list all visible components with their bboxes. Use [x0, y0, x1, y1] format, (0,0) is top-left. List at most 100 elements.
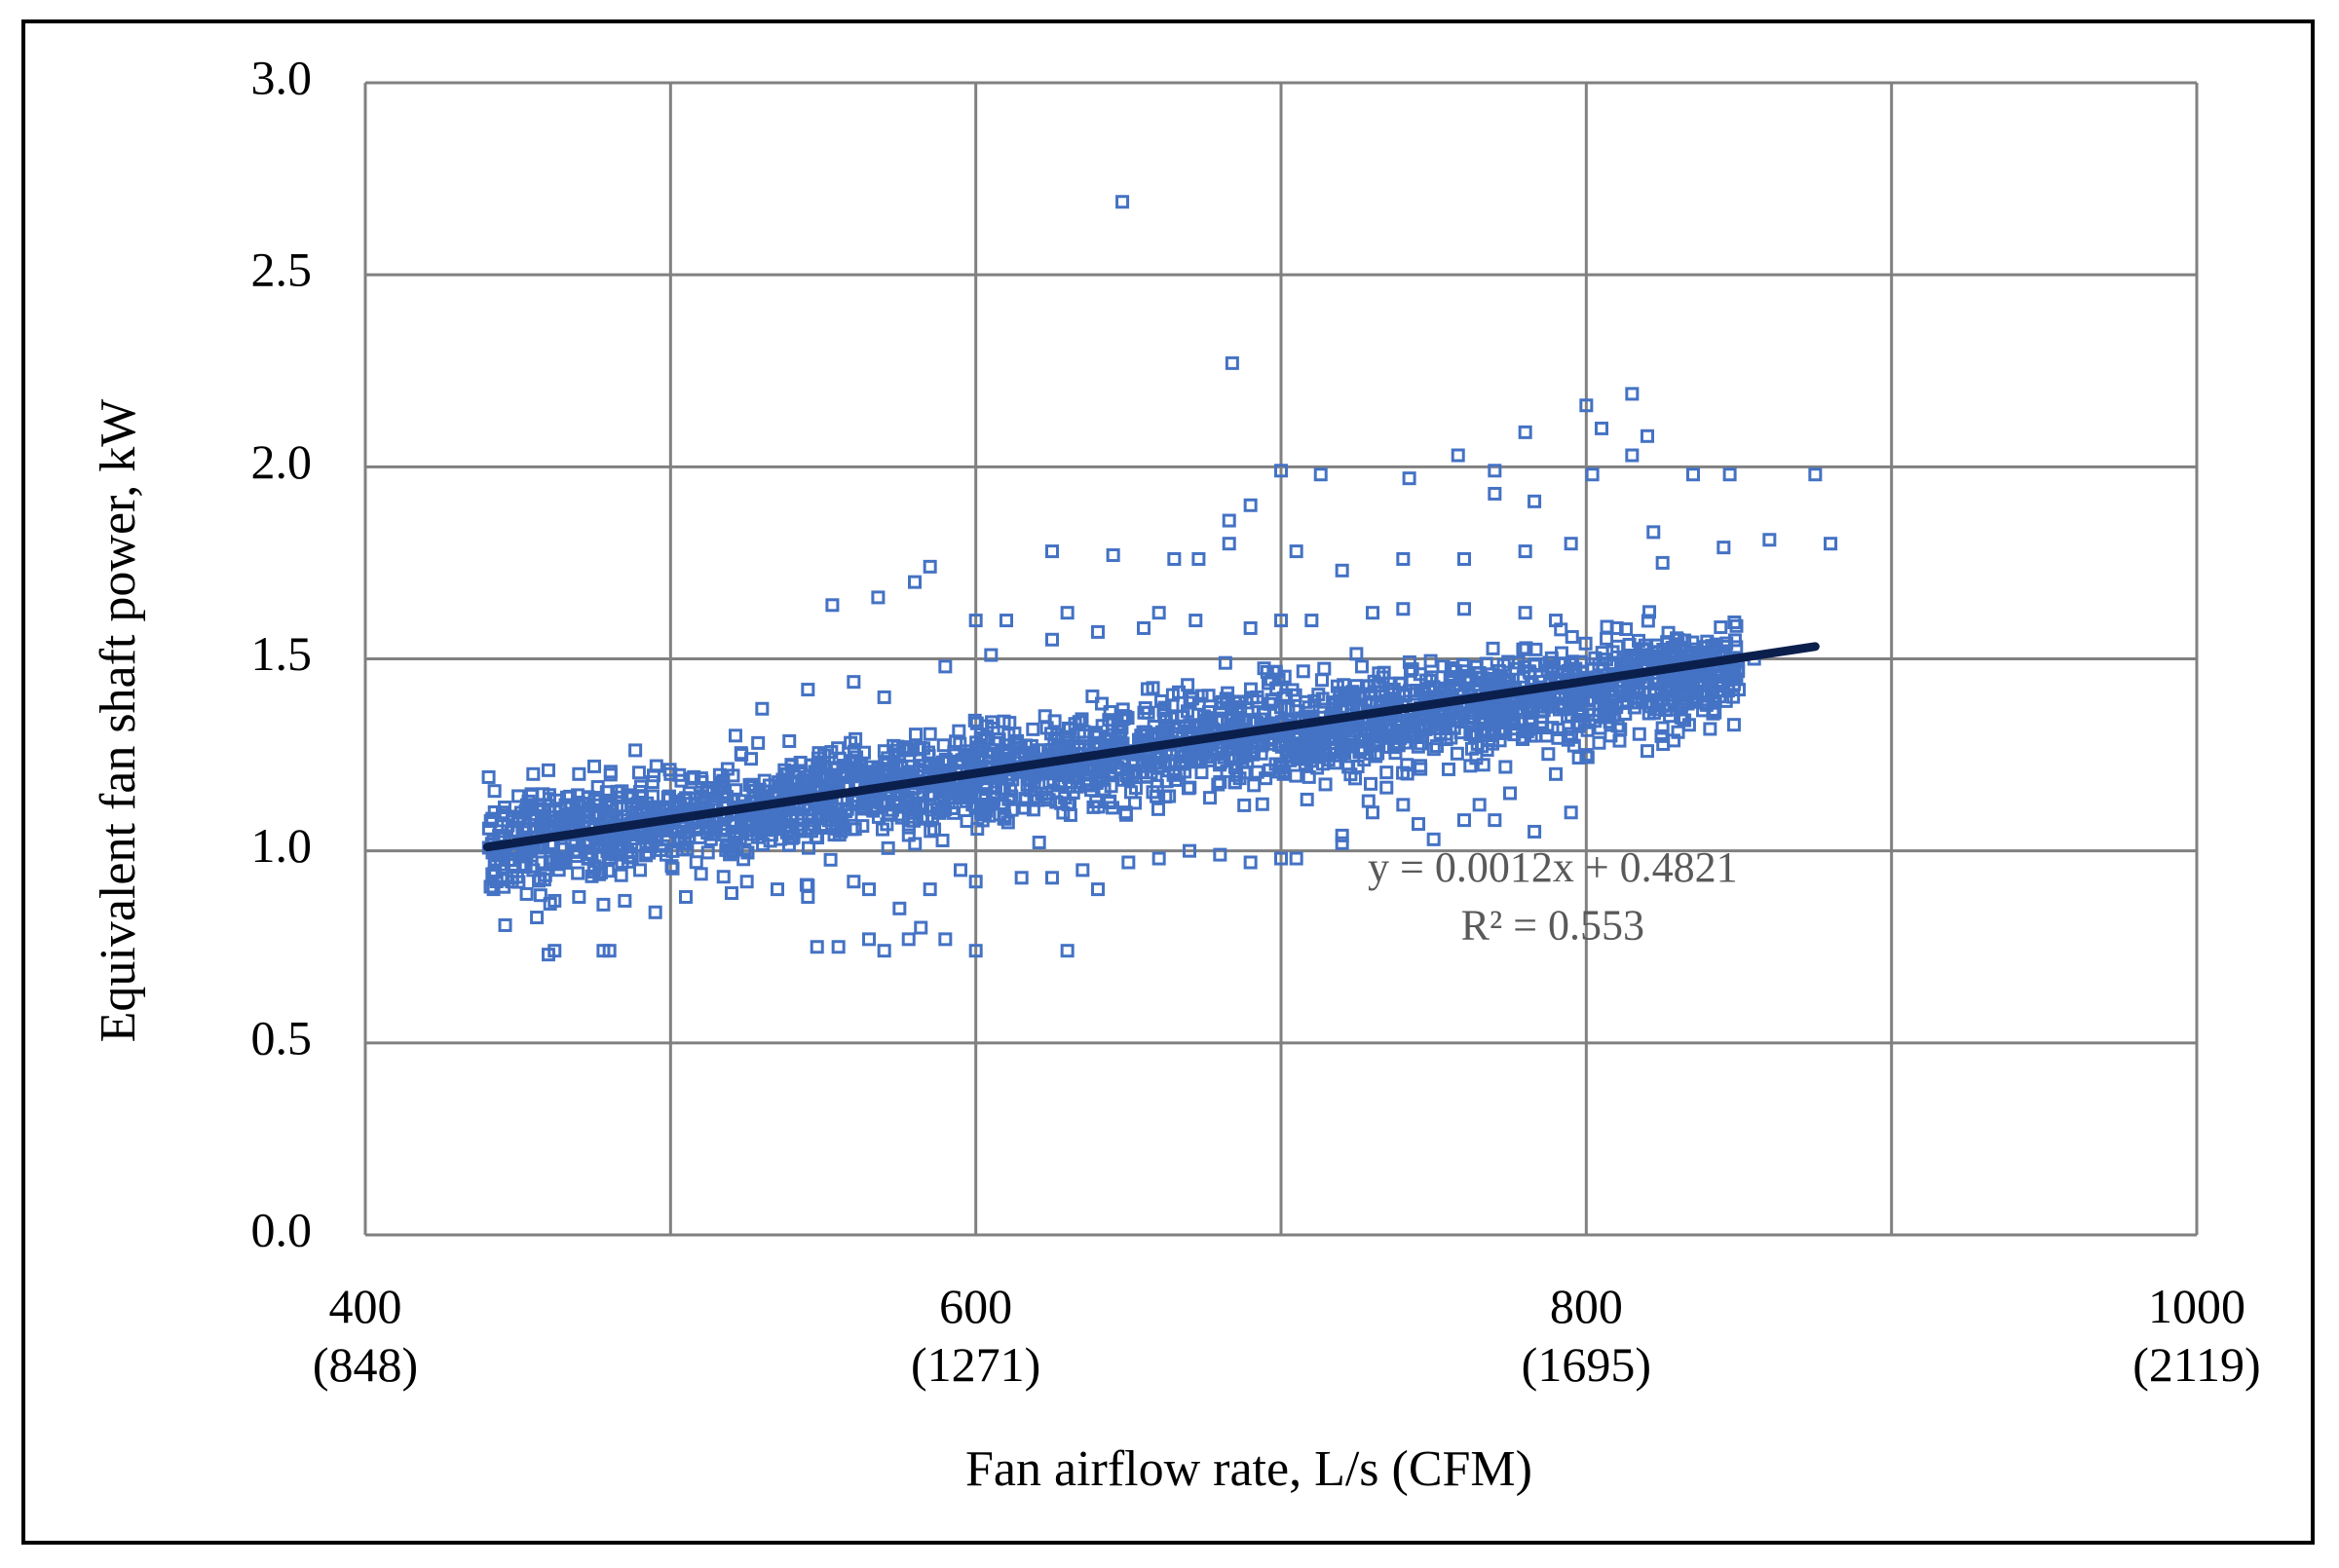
- data-point-cloud-2462: [1053, 774, 1068, 789]
- data-point-cloud-1973: [1072, 715, 1086, 729]
- data-point-cloud-554: [628, 743, 643, 758]
- data-point-76: [1045, 871, 1059, 885]
- data-point-121: [1655, 721, 1670, 735]
- data-point-cloud-2381: [1349, 647, 1364, 661]
- data-point-134: [923, 882, 937, 897]
- data-point-65: [602, 944, 617, 958]
- data-point-97: [847, 875, 861, 889]
- data-point-cloud-1045: [911, 742, 925, 757]
- data-point-cloud-2507: [784, 831, 799, 845]
- data-point-cloud-1982: [1181, 678, 1195, 692]
- data-point-cloud-2516: [1554, 691, 1568, 706]
- data-point-cloud-764: [1450, 746, 1464, 761]
- data-point-cloud-228: [782, 733, 797, 748]
- data-point-79: [1213, 847, 1227, 862]
- data-point-cloud-184: [1423, 653, 1438, 668]
- data-point-32: [1222, 537, 1236, 551]
- data-point-cloud-2091: [675, 842, 690, 857]
- data-point-cloud-1971: [1070, 779, 1084, 794]
- data-point-cloud-2505: [1348, 771, 1363, 786]
- data-point-cloud-2061: [1085, 689, 1100, 703]
- data-point-38: [908, 575, 922, 589]
- data-point-cloud-1629: [1619, 622, 1634, 637]
- data-point-cloud-1405: [1363, 746, 1377, 761]
- y-tick-label-2: 1.0: [251, 818, 313, 873]
- data-point-cloud-2441: [1364, 728, 1378, 743]
- data-point-cloud-2597: [558, 798, 573, 812]
- data-point-cloud-507: [908, 728, 923, 742]
- y-tick-label-6: 3.0: [251, 50, 313, 104]
- data-point-cloud-1516: [603, 765, 618, 779]
- data-point-44: [1151, 606, 1166, 620]
- data-point-cloud-1577: [1729, 618, 1744, 633]
- data-point-cloud-1923: [1139, 769, 1153, 784]
- data-point-cloud-2510: [802, 817, 816, 832]
- data-point-cloud-522: [1237, 798, 1252, 812]
- data-point-cloud-2496: [1392, 676, 1407, 691]
- data-point-cloud-1471: [855, 819, 870, 834]
- data-point-cloud-2465: [1415, 728, 1430, 743]
- data-point-cloud-2060: [656, 839, 670, 853]
- data-point-cloud-1436: [481, 821, 496, 836]
- data-point-31: [1222, 513, 1236, 528]
- data-point-cloud-2329: [835, 818, 849, 833]
- data-point-28: [1396, 551, 1411, 566]
- data-point-cloud-2129: [1430, 721, 1445, 735]
- data-point-cloud-2160: [1227, 775, 1242, 790]
- data-point-cloud-2544: [959, 744, 973, 759]
- y-tick-label-0: 0.0: [251, 1202, 313, 1256]
- data-point-cloud-2003: [811, 831, 825, 845]
- data-point-cloud-2387: [1402, 684, 1416, 698]
- data-point-115: [1671, 632, 1685, 647]
- data-point-cloud-2539: [1434, 686, 1449, 700]
- data-point-29: [1335, 563, 1349, 578]
- x-tick-label-2: 800: [1550, 1279, 1623, 1333]
- data-point-cloud-1794: [1654, 728, 1669, 743]
- data-point-cloud-2547: [1689, 693, 1704, 708]
- data-point-98: [892, 901, 907, 915]
- data-point-cloud-2533: [1153, 749, 1168, 764]
- data-point-81: [1335, 828, 1349, 842]
- data-point-10: [1722, 467, 1737, 482]
- data-point-133: [968, 875, 983, 889]
- data-point-108: [1188, 614, 1203, 628]
- data-point-85: [1564, 805, 1578, 820]
- data-point-cloud-398: [1592, 735, 1606, 750]
- data-point-58: [572, 889, 586, 904]
- data-point-cloud-2590: [1731, 662, 1746, 677]
- data-point-70: [901, 932, 916, 947]
- data-point-cloud-2066: [1285, 683, 1300, 697]
- data-point-142: [505, 824, 519, 839]
- data-point-cloud-2085: [892, 747, 907, 762]
- data-point-1: [1225, 355, 1239, 370]
- data-point-cloud-2426: [609, 831, 623, 845]
- data-point-84: [1528, 824, 1542, 839]
- x-axis-title: Fan airflow rate, L/s (CFM): [965, 1441, 1532, 1497]
- data-point-cloud-1480: [901, 828, 916, 842]
- data-point-25: [1564, 537, 1578, 551]
- data-point-cloud-552: [923, 727, 937, 741]
- data-point-73: [968, 944, 983, 958]
- data-point-cloud-1034: [1478, 675, 1492, 690]
- data-point-cloud-2071: [1649, 645, 1664, 659]
- data-point-cloud-2289: [927, 763, 942, 777]
- data-point-cloud-1408: [1566, 738, 1581, 753]
- data-point-140: [587, 859, 601, 874]
- y-axis-ticks: 0.0 0.5 1.0 1.5 2.0 2.5 3.0: [251, 50, 313, 1256]
- data-point-cloud-1385: [1379, 765, 1394, 780]
- data-point-cloud-1227: [1076, 728, 1091, 743]
- data-point-cloud-2022: [1627, 700, 1641, 715]
- data-point-cloud-2564: [1275, 761, 1290, 775]
- data-point-50: [572, 766, 586, 781]
- data-point-cloud-105: [487, 784, 502, 799]
- data-point-cloud-1656: [1511, 655, 1526, 670]
- grid-lines: [363, 81, 2199, 1237]
- data-point-cloud-2228: [1659, 703, 1674, 718]
- data-point-24: [1646, 525, 1661, 540]
- data-point-cloud-2382: [612, 790, 626, 804]
- x-tick-label-0: 400: [329, 1279, 402, 1333]
- data-point-cloud-1428: [932, 805, 947, 820]
- data-point-48: [526, 766, 541, 781]
- data-point-cloud-2411: [875, 822, 889, 837]
